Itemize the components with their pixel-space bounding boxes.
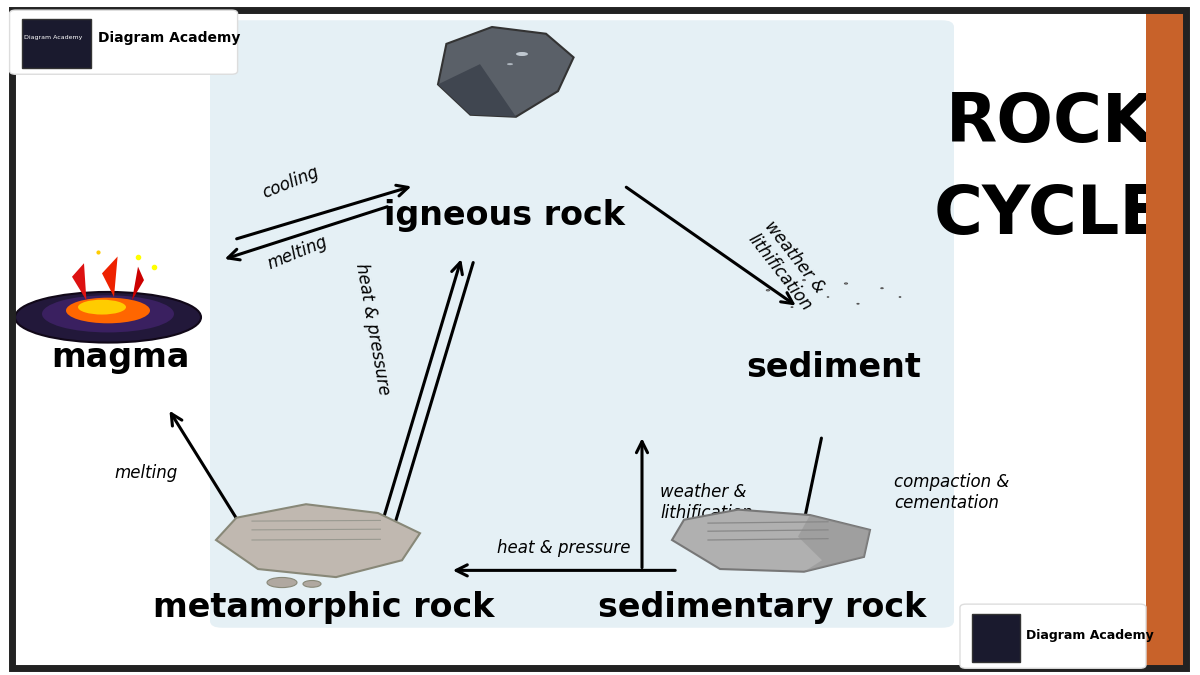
Bar (1146, 10, 1186, 668)
Polygon shape (216, 504, 420, 577)
Text: cooling: cooling (259, 163, 322, 202)
Ellipse shape (302, 580, 322, 587)
Bar (972, 614, 1020, 662)
Text: weather &
lithification: weather & lithification (660, 483, 752, 522)
Polygon shape (132, 267, 144, 300)
Ellipse shape (14, 292, 202, 343)
Ellipse shape (803, 279, 805, 281)
Text: heat & pressure: heat & pressure (352, 262, 392, 396)
Text: metamorphic rock: metamorphic rock (154, 591, 494, 624)
Text: Diagram Academy: Diagram Academy (1026, 629, 1153, 643)
FancyBboxPatch shape (10, 10, 238, 74)
Polygon shape (102, 256, 118, 297)
Ellipse shape (899, 296, 901, 298)
Ellipse shape (66, 298, 150, 323)
Polygon shape (798, 515, 870, 572)
Ellipse shape (766, 290, 770, 291)
Ellipse shape (516, 52, 528, 56)
Ellipse shape (791, 306, 793, 308)
Polygon shape (672, 510, 870, 572)
FancyBboxPatch shape (960, 604, 1146, 668)
Polygon shape (438, 64, 516, 117)
Ellipse shape (845, 283, 847, 284)
Text: magma: magma (50, 342, 190, 374)
Text: weather &
lithification: weather & lithification (744, 217, 832, 315)
FancyBboxPatch shape (210, 20, 954, 628)
Text: ROCK
CYCLE: ROCK CYCLE (934, 90, 1166, 248)
Ellipse shape (881, 288, 883, 289)
Text: Diagram Academy: Diagram Academy (24, 35, 83, 40)
Ellipse shape (857, 303, 859, 304)
Text: melting: melting (114, 464, 178, 481)
Ellipse shape (42, 296, 174, 333)
Bar (22, 19, 91, 68)
Text: sediment: sediment (746, 352, 922, 384)
Ellipse shape (266, 577, 298, 587)
Text: Diagram Academy: Diagram Academy (98, 31, 241, 45)
Polygon shape (72, 263, 86, 300)
Text: sedimentary rock: sedimentary rock (598, 591, 926, 624)
Text: compaction &
cementation: compaction & cementation (894, 473, 1009, 512)
Ellipse shape (78, 300, 126, 315)
Text: igneous rock: igneous rock (384, 200, 624, 232)
Polygon shape (438, 27, 574, 117)
Ellipse shape (508, 63, 514, 65)
Text: melting: melting (265, 232, 330, 273)
Text: heat & pressure: heat & pressure (497, 539, 631, 557)
